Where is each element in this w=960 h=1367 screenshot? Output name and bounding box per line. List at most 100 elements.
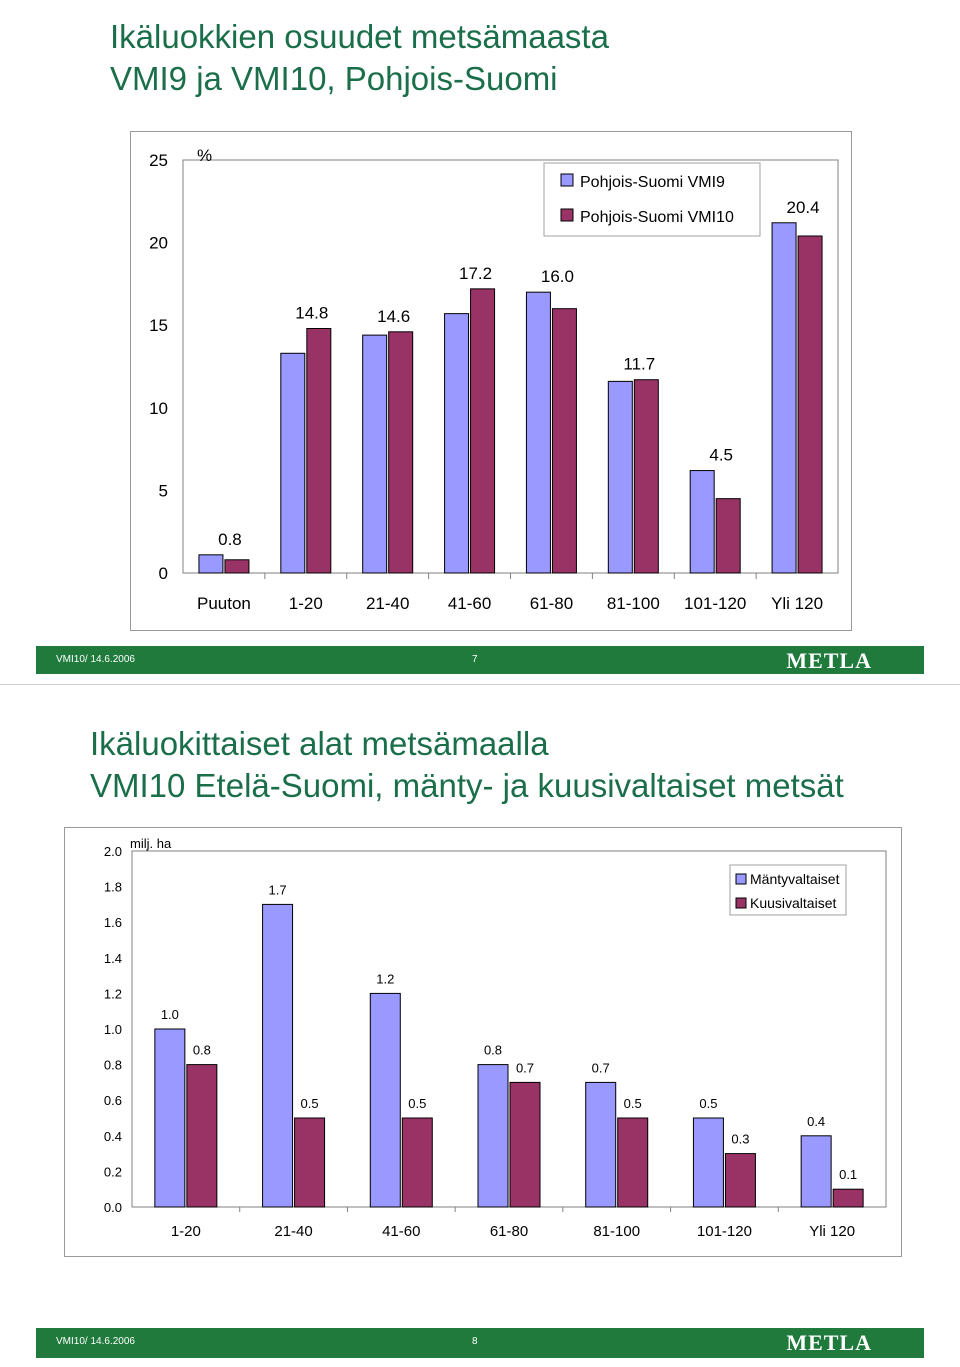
bar-vmi9 xyxy=(607,380,633,574)
bar-vmi10 xyxy=(715,498,741,574)
x-tick-label: 61-80 xyxy=(490,1223,528,1240)
data-label-manty: 0.4 xyxy=(807,1114,825,1129)
y-tick-label: 1.4 xyxy=(104,951,122,966)
x-tick-label: 21-40 xyxy=(366,594,409,613)
bar-vmi9 xyxy=(771,222,797,574)
y-axis-label: milj. ha xyxy=(130,836,172,851)
bar-kuusivaltaiset xyxy=(186,1064,218,1208)
y-tick-label: 1.6 xyxy=(104,915,122,930)
bar-mantyvaltaiset xyxy=(369,992,401,1208)
data-label-kuusi: 0.3 xyxy=(731,1132,749,1147)
data-label: 20.4 xyxy=(787,198,820,217)
bar-vmi10 xyxy=(797,235,823,574)
x-tick-label: 41-60 xyxy=(448,594,491,613)
bar-vmi10 xyxy=(306,328,332,574)
y-tick-label: 10 xyxy=(149,399,168,418)
x-tick-label: 81-100 xyxy=(593,1223,640,1240)
bar-kuusivaltaiset xyxy=(832,1188,864,1208)
bar-vmi10 xyxy=(633,379,659,574)
y-tick-label: 0.8 xyxy=(104,1058,122,1073)
bar-kuusivaltaiset xyxy=(617,1117,649,1208)
slide1-title-line1: Ikäluokkien osuudet metsämaasta xyxy=(110,18,609,55)
slide1-title-line2: VMI9 ja VMI10, Pohjois-Suomi xyxy=(110,60,558,97)
data-label: 14.8 xyxy=(295,304,328,323)
bar-vmi10 xyxy=(224,559,250,574)
data-label-kuusi: 0.5 xyxy=(624,1096,642,1111)
slide2-title-line1: Ikäluokittaiset alat metsämaalla xyxy=(90,725,549,762)
y-tick-label: 1.0 xyxy=(104,1022,122,1037)
legend-swatch-manty xyxy=(735,873,747,885)
bar-mantyvaltaiset xyxy=(154,1028,186,1208)
y-tick-label: 0.2 xyxy=(104,1164,122,1179)
y-tick-label: 0.0 xyxy=(104,1200,122,1215)
chart1: 0 5 10 15 20 25 % Puuton 0.8 1-20 14.8 21-40 14.6 41-… xyxy=(149,146,839,613)
metla-logo: METLA xyxy=(786,1330,872,1355)
chart2: 0.0 0.2 0.4 0.6 0.8 1.0 1.2 1.4 1.6 1.8 2.0 milj. h… xyxy=(104,836,887,1240)
legend-label-manty: Mäntyvaltaiset xyxy=(750,871,840,887)
data-label-kuusi: 0.7 xyxy=(516,1060,534,1075)
data-label: 16.0 xyxy=(541,267,574,286)
bar-vmi9 xyxy=(689,470,715,574)
metla-logo: METLA xyxy=(786,648,872,673)
x-tick-label: Puuton xyxy=(197,594,251,613)
x-tick-label: 1-20 xyxy=(171,1223,201,1240)
data-label: 0.8 xyxy=(218,530,242,549)
slide-divider xyxy=(0,684,960,685)
bar-vmi10 xyxy=(470,288,496,574)
data-label-kuusi: 0.1 xyxy=(839,1167,857,1182)
y-tick-label: 0 xyxy=(159,564,168,583)
x-tick-label: Yli 120 xyxy=(771,594,823,613)
y-tick-label: 0.6 xyxy=(104,1093,122,1108)
data-label-manty: 1.2 xyxy=(376,971,394,986)
x-tick-label: 1-20 xyxy=(289,594,323,613)
data-label-kuusi: 0.5 xyxy=(408,1096,426,1111)
legend-swatch-vmi9 xyxy=(560,173,574,187)
bar-kuusivaltaiset xyxy=(294,1117,326,1208)
data-label: 11.7 xyxy=(623,355,655,374)
legend-box xyxy=(543,162,761,237)
bar-mantyvaltaiset xyxy=(585,1081,617,1208)
legend-box xyxy=(729,864,847,916)
bar-mantyvaltaiset xyxy=(262,903,294,1208)
data-label-manty: 1.7 xyxy=(269,882,287,897)
y-tick-label: 2.0 xyxy=(104,844,122,859)
footer-page-number: 8 xyxy=(472,1336,478,1347)
data-label: 14.6 xyxy=(377,307,410,326)
data-label-kuusi: 0.8 xyxy=(193,1043,211,1058)
x-tick-label: 101-120 xyxy=(697,1223,752,1240)
bar-vmi9 xyxy=(525,291,551,574)
data-label-manty: 1.0 xyxy=(161,1007,179,1022)
legend-swatch-vmi10 xyxy=(560,208,574,222)
y-tick-label: 1.8 xyxy=(104,880,122,895)
bar-vmi9 xyxy=(444,313,470,574)
legend-label-vmi9: Pohjois-Suomi VMI9 xyxy=(580,174,725,191)
slide2-title-line2: VMI10 Etelä-Suomi, mänty- ja kuusivaltai… xyxy=(90,767,844,804)
bar-vmi10 xyxy=(388,331,414,574)
legend-swatch-kuusi xyxy=(735,897,747,909)
bar-vmi9 xyxy=(280,352,306,574)
bar-vmi9 xyxy=(362,334,388,574)
data-label-manty: 0.7 xyxy=(592,1060,610,1075)
bar-kuusivaltaiset xyxy=(401,1117,433,1208)
bar-kuusivaltaiset xyxy=(724,1153,756,1208)
bar-vmi9 xyxy=(198,554,224,574)
y-tick-label: 15 xyxy=(149,316,168,335)
x-tick-label: Yli 120 xyxy=(809,1223,855,1240)
x-tick-label: 61-80 xyxy=(530,594,573,613)
data-label-manty: 0.5 xyxy=(699,1096,717,1111)
x-tick-label: 21-40 xyxy=(274,1223,312,1240)
legend-label-vmi10: Pohjois-Suomi VMI10 xyxy=(580,209,734,226)
y-tick-label: 25 xyxy=(149,151,168,170)
footer-date: VMI10/ 14.6.2006 xyxy=(56,654,135,665)
data-label: 4.5 xyxy=(709,446,733,465)
legend-label-kuusi: Kuusivaltaiset xyxy=(750,895,836,911)
data-label-manty: 0.8 xyxy=(484,1043,502,1058)
x-tick-label: 81-100 xyxy=(607,594,660,613)
data-label-kuusi: 0.5 xyxy=(301,1096,319,1111)
y-tick-label: 20 xyxy=(149,234,168,253)
x-tick-label: 101-120 xyxy=(684,594,746,613)
bar-mantyvaltaiset xyxy=(692,1117,724,1208)
bar-mantyvaltaiset xyxy=(477,1064,509,1208)
bar-kuusivaltaiset xyxy=(509,1081,541,1208)
slide1-footer: VMI10/ 14.6.2006 7 METLA xyxy=(36,646,924,674)
